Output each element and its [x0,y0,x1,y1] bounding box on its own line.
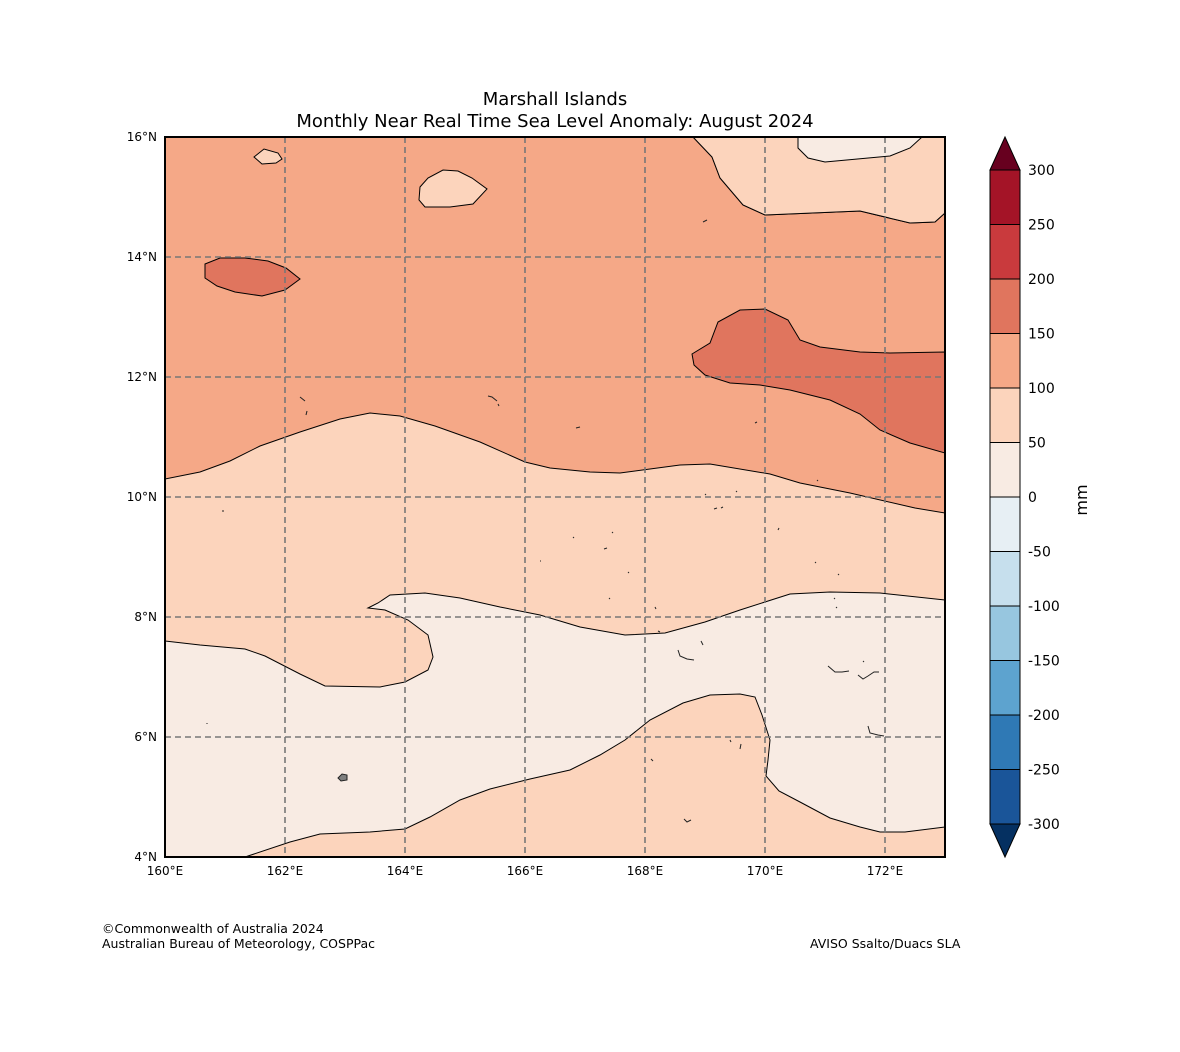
latitude-tick-label: 16°N [127,130,157,144]
longitude-tick-label: 160°E [147,864,184,878]
anomaly-band-150-200-east [691,308,945,454]
longitude-tick-label: 166°E [507,864,544,878]
longitude-tick-label: 170°E [747,864,784,878]
latitude-tick-labels: 4°N 6°N 8°N 10°N 12°N 14°N 16°N [127,130,157,864]
atoll-outlines [206,219,885,823]
colorbar-band [990,442,1020,497]
colorbar-tick-label: -300 [1028,817,1060,833]
anomaly-band-150-200-west [204,257,301,297]
colorbar-band [990,660,1020,715]
colorbar-tick-label: 200 [1028,272,1055,288]
colorbar-band [990,497,1020,552]
latitude-tick-label: 12°N [127,370,157,384]
colorbar-band [990,279,1020,334]
colorbar-tick-label: -50 [1028,545,1051,561]
colorbar-tick-label: -250 [1028,763,1060,779]
copyright-text: ©Commonwealth of Australia 2024 [102,921,324,936]
map-plot-area [165,137,945,857]
anomaly-band-0-50-northeast [797,137,923,163]
longitude-tick-label: 168°E [627,864,664,878]
map-title-description: Monthly Near Real Time Sea Level Anomaly… [296,111,813,132]
longitude-tick-label: 162°E [267,864,304,878]
anomaly-band-50-100-patch-west [253,148,283,165]
colorbar-tick-label: 150 [1028,327,1055,343]
colorbar-band [990,388,1020,443]
anomaly-band-50-100-northeast [692,137,945,224]
colorbar-unit-label: mm [1072,484,1091,515]
colorbar-tick-label: 50 [1028,436,1046,452]
latitude-tick-label: 8°N [134,610,157,624]
latitude-tick-label: 6°N [134,730,157,744]
map-title-region: Marshall Islands [483,89,627,110]
longitude-tick-label: 172°E [867,864,904,878]
longitude-tick-labels: 160°E 162°E 164°E 166°E 168°E 170°E 172°E [147,864,904,878]
colorbar-band [990,170,1020,225]
colorbar-extend-bottom [989,823,1021,859]
colorbar-band [990,551,1020,606]
colorbar-tick-label: 100 [1028,381,1055,397]
colorbar-tick-label: 250 [1028,218,1055,234]
colorbar-band [990,606,1020,661]
colorbar-tick-label: 0 [1028,490,1037,506]
colorbar-band [990,715,1020,770]
colorbar-band [990,333,1020,388]
colorbar-band [990,224,1020,279]
map-gridlines [165,137,945,857]
anomaly-band-50-100-patch-central [418,169,488,208]
island-land [337,773,348,782]
anomaly-band-0-50-central [165,591,945,857]
latitude-tick-label: 4°N [134,850,157,864]
organization-text: Australian Bureau of Meteorology, COSPPa… [102,936,375,951]
colorbar-tick-label: -200 [1028,708,1060,724]
footer-credits: ©Commonwealth of Australia 2024 Australi… [102,921,375,951]
data-source-text: AVISO Ssalto/Duacs SLA [810,936,961,951]
colorbar-tick-label: 300 [1028,163,1055,179]
colorbar-tick-label: -150 [1028,654,1060,670]
colorbar-band [990,769,1020,824]
latitude-tick-label: 14°N [127,250,157,264]
latitude-tick-label: 10°N [127,490,157,504]
longitude-tick-label: 164°E [387,864,424,878]
colorbar-tick-label: -100 [1028,599,1060,615]
colorbar-extend-top [989,135,1021,171]
colorbar: 300 250 200 150 100 50 0 -50 -100 -150 -200 -250 -30… [989,135,1060,859]
map-frame [164,136,946,858]
